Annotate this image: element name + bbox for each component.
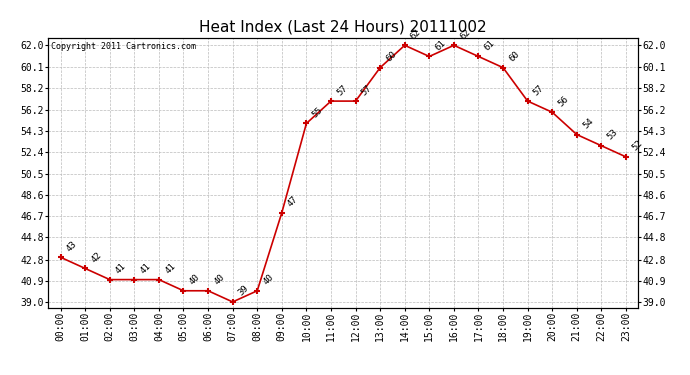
Text: 57: 57: [359, 83, 374, 97]
Text: 41: 41: [139, 261, 152, 276]
Text: 57: 57: [532, 83, 546, 97]
Text: 54: 54: [581, 116, 595, 130]
Text: 61: 61: [433, 38, 447, 52]
Text: 39: 39: [237, 284, 250, 298]
Text: 40: 40: [213, 273, 226, 286]
Title: Heat Index (Last 24 Hours) 20111002: Heat Index (Last 24 Hours) 20111002: [199, 20, 487, 35]
Text: 60: 60: [507, 50, 521, 63]
Text: 43: 43: [65, 239, 79, 253]
Text: 61: 61: [482, 38, 497, 52]
Text: Copyright 2011 Cartronics.com: Copyright 2011 Cartronics.com: [51, 42, 196, 51]
Text: 52: 52: [630, 139, 644, 153]
Text: 47: 47: [286, 195, 300, 208]
Text: 57: 57: [335, 83, 349, 97]
Text: 53: 53: [606, 128, 620, 141]
Text: 56: 56: [556, 94, 571, 108]
Text: 42: 42: [89, 251, 104, 264]
Text: 60: 60: [384, 50, 398, 63]
Text: 41: 41: [163, 261, 177, 276]
Text: 40: 40: [262, 273, 275, 286]
Text: 55: 55: [310, 105, 324, 119]
Text: 40: 40: [188, 273, 201, 286]
Text: 62: 62: [458, 27, 472, 41]
Text: 62: 62: [409, 27, 423, 41]
Text: 41: 41: [114, 261, 128, 276]
